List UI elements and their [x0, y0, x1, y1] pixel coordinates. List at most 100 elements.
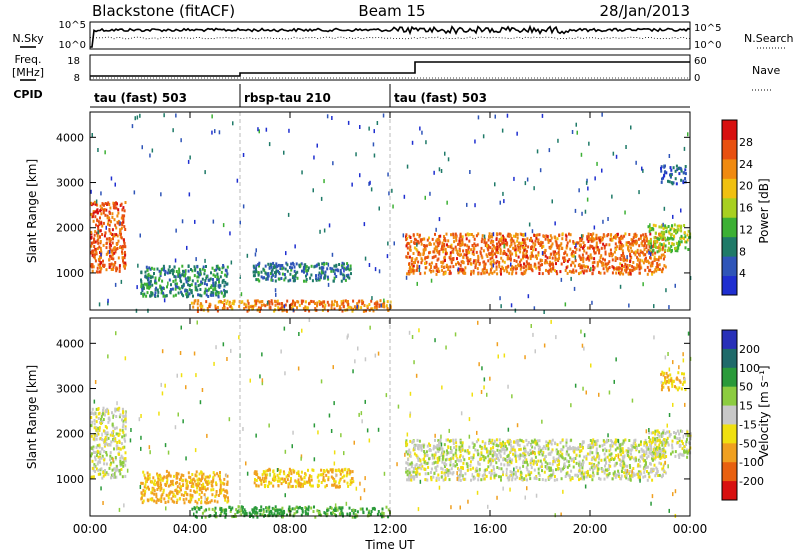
heatmap-cell — [413, 475, 416, 479]
heatmap-cell — [514, 470, 517, 474]
heatmap-cell — [547, 269, 550, 273]
heatmap-cell — [411, 266, 414, 270]
heatmap-cell — [189, 476, 192, 479]
heatmap-cell — [478, 261, 481, 265]
heatmap-cell — [179, 276, 182, 279]
heatmap-cell — [452, 232, 455, 236]
heatmap-cell — [629, 252, 631, 256]
heatmap-cell — [283, 477, 286, 481]
heatmap-cell — [163, 113, 165, 118]
heatmap-cell — [556, 463, 559, 467]
heatmap-cell — [458, 239, 461, 243]
heatmap-cell — [150, 491, 153, 495]
heatmap-cell — [472, 249, 475, 253]
heatmap-cell — [184, 491, 187, 495]
heatmap-cell — [418, 265, 421, 269]
heatmap-cell — [255, 507, 258, 511]
heatmap-cell — [190, 268, 192, 271]
heatmap-cell — [645, 445, 648, 449]
heatmap-cell — [550, 244, 553, 248]
heatmap-cell — [472, 269, 475, 273]
heatmap-cell — [594, 251, 597, 255]
heatmap-cell — [124, 228, 127, 231]
heatmap-cell — [532, 241, 535, 245]
heatmap-cell — [217, 494, 220, 497]
heatmap-cell — [276, 473, 279, 477]
heatmap-cell — [639, 442, 642, 446]
heatmap-cell — [253, 472, 256, 475]
heatmap-cell — [489, 452, 492, 456]
heatmap-cell — [670, 244, 673, 248]
heatmap-cell — [492, 263, 495, 268]
heatmap-cell — [474, 203, 476, 208]
heatmap-cell — [642, 233, 645, 237]
heatmap-cell — [627, 246, 629, 250]
heatmap-cell — [92, 210, 95, 214]
heatmap-cell — [309, 276, 312, 280]
heatmap-cell — [449, 254, 452, 258]
heatmap-cell — [286, 513, 288, 517]
heatmap-cell — [346, 300, 348, 304]
heatmap-cell — [300, 482, 303, 486]
heatmap-cell — [530, 471, 533, 475]
heatmap-cell — [281, 267, 284, 271]
heatmap-cell — [210, 284, 213, 288]
heatmap-cell — [175, 113, 177, 118]
heatmap-cell — [550, 252, 553, 256]
heatmap-cell — [491, 438, 494, 442]
heatmap-cell — [154, 483, 157, 487]
heatmap-cell — [176, 485, 179, 489]
heatmap-cell — [212, 278, 214, 281]
heatmap-cell — [515, 459, 518, 463]
heatmap-cell — [664, 236, 666, 240]
heatmap-cell — [486, 468, 488, 472]
heatmap-cell — [162, 291, 165, 295]
heatmap-cell — [535, 236, 538, 240]
heatmap-cell — [421, 130, 423, 135]
heatmap-cell — [102, 471, 105, 474]
heatmap-cell — [206, 487, 209, 491]
heatmap-cell — [113, 475, 116, 479]
heatmap-cell — [679, 226, 682, 230]
heatmap-cell — [100, 437, 103, 441]
heatmap-cell — [632, 472, 635, 476]
heatmap-cell — [282, 266, 285, 270]
heatmap-cell — [518, 448, 521, 452]
heatmap-cell — [471, 441, 474, 445]
heatmap-cell — [499, 453, 502, 457]
heatmap-cell — [555, 252, 558, 256]
heatmap-cell — [587, 265, 589, 269]
heatmap-cell — [122, 244, 124, 248]
heatmap-cell — [333, 509, 336, 512]
heatmap-cell — [122, 430, 125, 434]
heatmap-cell — [566, 271, 569, 275]
heatmap-cell — [178, 490, 181, 494]
heatmap-cell — [146, 471, 149, 475]
beam-title: Beam 15 — [358, 2, 425, 20]
heatmap-cell — [100, 191, 102, 196]
heatmap-cell — [684, 240, 687, 244]
heatmap-cell — [511, 476, 514, 480]
heatmap-cell — [124, 263, 127, 267]
heatmap-cell — [266, 277, 269, 281]
heatmap-cell — [620, 477, 623, 481]
heatmap-cell — [353, 515, 356, 519]
heatmap-cell — [520, 271, 523, 275]
heatmap-cell — [304, 473, 307, 477]
heatmap-cell — [124, 261, 127, 265]
heatmap-cell — [255, 483, 258, 487]
heatmap-cell — [216, 278, 219, 281]
heatmap-cell — [102, 429, 105, 433]
heatmap-cell — [107, 409, 110, 413]
heatmap-cell — [474, 266, 477, 269]
heatmap-cell — [266, 300, 269, 305]
heatmap-cell — [647, 239, 650, 243]
heatmap-cell — [489, 447, 492, 451]
heatmap-cell — [148, 476, 151, 480]
heatmap-cell — [580, 449, 583, 453]
heatmap-cell — [273, 299, 276, 303]
heatmap-cell — [571, 260, 574, 264]
heatmap-cell — [514, 473, 517, 477]
heatmap-cell — [321, 268, 324, 272]
heatmap-cell — [443, 242, 446, 246]
